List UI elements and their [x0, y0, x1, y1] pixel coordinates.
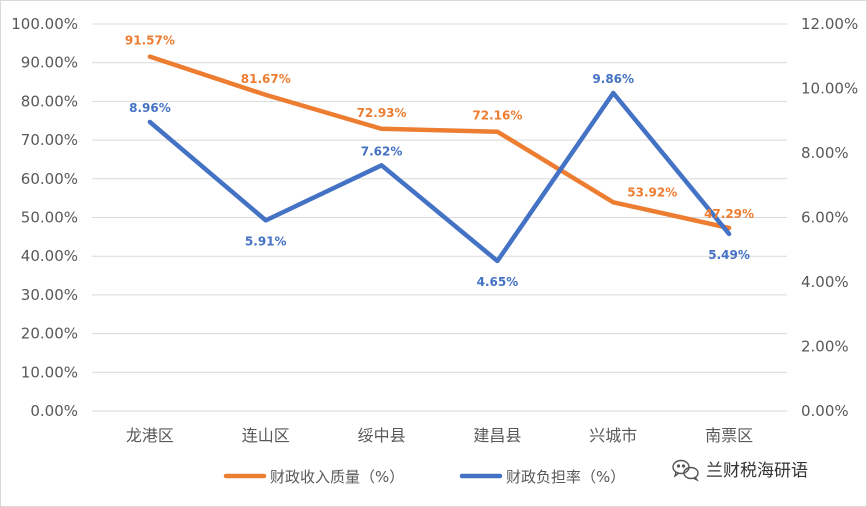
- left-tick-label: 60.00%: [21, 170, 78, 188]
- left-tick-label: 10.00%: [21, 363, 78, 381]
- right-tick-label: 12.00%: [801, 15, 858, 33]
- legend: 财政收入质量（%） 财政负担率（%）: [223, 468, 625, 486]
- data-label: 8.96%: [129, 101, 171, 115]
- left-tick-label: 0.00%: [30, 402, 78, 420]
- data-label: 72.93%: [357, 106, 407, 120]
- x-tick-label: 连山区: [242, 426, 290, 445]
- data-label: 91.57%: [125, 34, 175, 48]
- legend-label-burden-rate: 财政负担率（%）: [506, 468, 625, 486]
- right-tick-label: 2.00%: [801, 338, 849, 356]
- series-line-1: [147, 90, 732, 264]
- x-tick-label: 绥中县: [358, 426, 406, 445]
- x-tick-label: 兴城市: [589, 426, 637, 445]
- left-tick-label: 20.00%: [21, 325, 78, 343]
- gridlines: [92, 23, 787, 412]
- x-axis-categories: 龙港区 连山区 绥中县 建昌县 兴城市 南票区: [126, 426, 753, 445]
- left-tick-label: 100.00%: [11, 15, 78, 33]
- data-label: 47.29%: [704, 207, 754, 221]
- data-label: 5.49%: [708, 248, 750, 262]
- left-tick-label: 50.00%: [21, 209, 78, 227]
- watermark: 兰财税海研语: [672, 459, 808, 482]
- series-lines: [147, 54, 732, 264]
- right-tick-label: 6.00%: [801, 209, 849, 227]
- data-label: 4.65%: [477, 275, 519, 289]
- left-tick-label: 70.00%: [21, 131, 78, 149]
- right-tick-label: 10.00%: [801, 80, 858, 98]
- legend-label-revenue-quality: 财政收入质量（%）: [270, 468, 404, 486]
- x-tick-label: 建昌县: [473, 426, 521, 445]
- data-label: 5.91%: [245, 234, 287, 248]
- right-tick-label: 0.00%: [801, 402, 849, 420]
- left-y-axis: 0.00% 10.00% 20.00% 30.00% 40.00% 50.00% 60.00…: [11, 15, 78, 420]
- series-line-0: [147, 54, 732, 231]
- data-label: 9.86%: [592, 72, 634, 86]
- data-label: 53.92%: [627, 185, 677, 199]
- watermark-text: 兰财税海研语: [706, 461, 808, 481]
- left-tick-label: 90.00%: [21, 54, 78, 72]
- left-tick-label: 40.00%: [21, 247, 78, 265]
- x-tick-label: 南票区: [705, 426, 753, 445]
- data-label: 7.62%: [361, 144, 403, 158]
- wechat-icon: [672, 459, 700, 482]
- data-label: 72.16%: [472, 109, 522, 123]
- left-tick-label: 80.00%: [21, 92, 78, 110]
- right-tick-label: 4.00%: [801, 273, 849, 291]
- data-labels: 91.57% 81.67% 72.93% 72.16% 53.92% 47.29% 8.96…: [125, 34, 754, 289]
- x-tick-label: 龙港区: [126, 426, 174, 445]
- right-y-axis: 0.00% 2.00% 4.00% 6.00% 8.00% 10.00% 12.00%: [801, 15, 858, 420]
- right-tick-label: 8.00%: [801, 144, 849, 162]
- left-tick-label: 30.00%: [21, 286, 78, 304]
- data-label: 81.67%: [241, 72, 291, 86]
